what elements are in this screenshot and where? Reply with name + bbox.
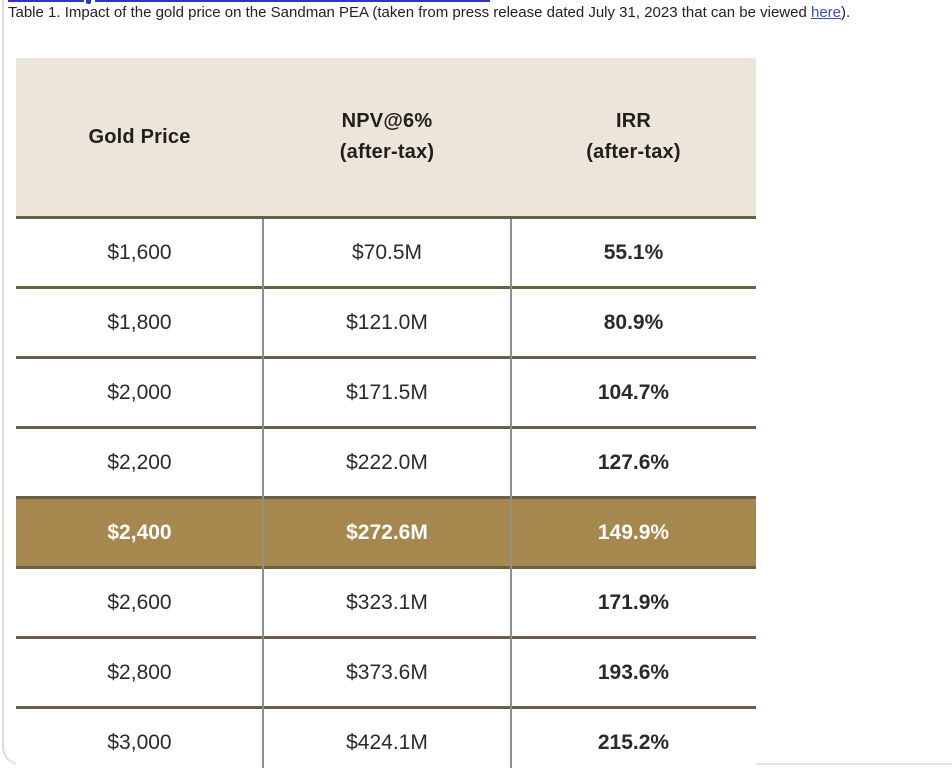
table-row: $2,200 $222.0M 127.6% bbox=[16, 429, 756, 499]
table-row: $1,800 $121.0M 80.9% bbox=[16, 289, 756, 359]
table-row: $2,400 $272.6M 149.9% bbox=[16, 499, 756, 569]
cell-npv: $171.5M bbox=[346, 380, 428, 404]
cell-irr: 171.9% bbox=[597, 590, 670, 614]
table-caption: Table 1. Impact of the gold price on the… bbox=[8, 3, 930, 22]
column-divider bbox=[262, 219, 264, 768]
cell-gold-price: $1,600 bbox=[107, 240, 172, 264]
header-npv: NPV@6% (after-tax) bbox=[263, 106, 511, 168]
table-header-row: Gold Price NPV@6% (after-tax) IRR (after… bbox=[16, 58, 756, 219]
cell-gold-price: $2,800 bbox=[107, 660, 172, 684]
table-row: $1,600 $70.5M 55.1% bbox=[16, 219, 756, 289]
cell-irr: 215.2% bbox=[597, 730, 670, 754]
cell-npv: $70.5M bbox=[351, 240, 423, 264]
cell-npv: $222.0M bbox=[346, 450, 428, 474]
table-body: $1,600 $70.5M 55.1% $1,800 $121.0M 80.9% $2,00… bbox=[16, 219, 756, 768]
cell-npv: $323.1M bbox=[346, 590, 428, 614]
cell-irr: 149.9% bbox=[597, 520, 670, 544]
caption-text-after: ). bbox=[841, 4, 851, 21]
cell-gold-price: $3,000 bbox=[107, 730, 172, 754]
clipped-link-underline bbox=[95, 0, 490, 2]
table-row: $2,000 $171.5M 104.7% bbox=[16, 359, 756, 429]
cell-irr: 127.6% bbox=[597, 450, 670, 474]
cell-gold-price: $2,600 bbox=[107, 590, 172, 614]
clipped-link-underline bbox=[8, 0, 84, 2]
here-link[interactable]: here bbox=[810, 4, 842, 21]
table-row: $2,600 $323.1M 171.9% bbox=[16, 569, 756, 639]
header-line: NPV@6% bbox=[341, 110, 433, 132]
header-gold-price: Gold Price bbox=[16, 122, 263, 153]
cell-gold-price: $2,400 bbox=[107, 520, 172, 544]
cell-npv: $373.6M bbox=[346, 660, 428, 684]
header-line: IRR bbox=[615, 110, 652, 132]
cell-gold-price: $1,800 bbox=[107, 310, 172, 334]
caption-text-before: Table 1. Impact of the gold price on the… bbox=[8, 4, 811, 21]
header-line: (after-tax) bbox=[339, 141, 435, 163]
header-irr: IRR (after-tax) bbox=[511, 106, 756, 168]
cell-irr: 104.7% bbox=[597, 380, 670, 404]
gold-price-sensitivity-table: Gold Price NPV@6% (after-tax) IRR (after… bbox=[16, 58, 756, 768]
cell-gold-price: $2,000 bbox=[107, 380, 172, 404]
header-line: Gold Price bbox=[88, 125, 191, 148]
table-row: $2,800 $373.6M 193.6% bbox=[16, 639, 756, 709]
cell-irr: 55.1% bbox=[603, 240, 664, 264]
table-row: $3,000 $424.1M 215.2% bbox=[16, 709, 756, 768]
column-divider bbox=[510, 219, 512, 768]
cell-gold-price: $2,200 bbox=[107, 450, 172, 474]
clipped-link-descender bbox=[86, 0, 91, 4]
cell-irr: 80.9% bbox=[603, 310, 664, 334]
cell-npv: $121.0M bbox=[346, 310, 428, 334]
cell-npv: $272.6M bbox=[346, 520, 428, 544]
cell-npv: $424.1M bbox=[346, 730, 428, 754]
header-line: (after-tax) bbox=[586, 141, 681, 163]
cell-irr: 193.6% bbox=[597, 660, 670, 684]
